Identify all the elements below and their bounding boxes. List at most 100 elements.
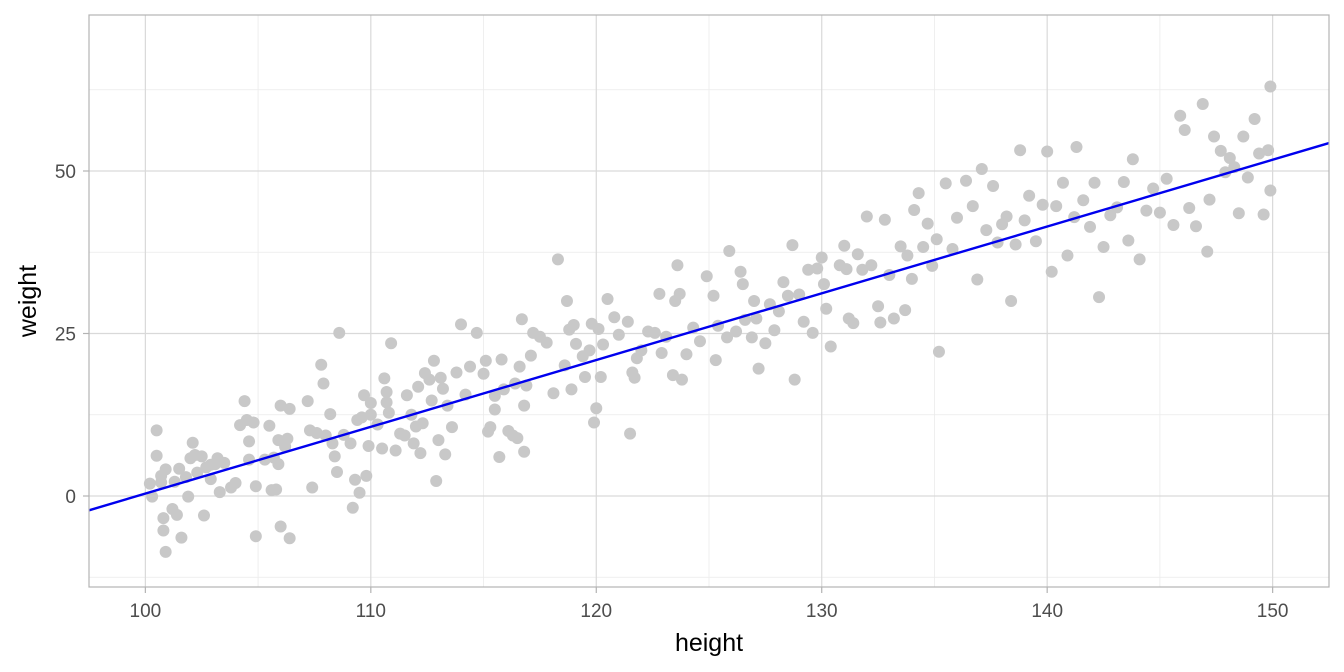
data-point <box>847 317 860 330</box>
data-point <box>793 288 806 301</box>
data-point <box>333 326 346 339</box>
data-point <box>653 287 666 300</box>
data-point <box>376 442 389 455</box>
data-point <box>874 316 887 329</box>
data-point <box>987 179 1000 192</box>
data-point <box>1223 152 1236 164</box>
data-point <box>195 450 208 463</box>
data-point <box>382 406 395 419</box>
data-point <box>930 233 943 246</box>
data-point <box>565 383 578 396</box>
data-point <box>263 419 276 432</box>
y-tick-label: 25 <box>55 325 76 346</box>
data-point <box>1264 184 1277 197</box>
data-point <box>398 429 411 442</box>
data-point <box>416 417 429 430</box>
data-point <box>511 432 524 445</box>
data-point <box>1203 193 1216 206</box>
data-point <box>283 532 296 545</box>
data-point <box>1093 291 1106 304</box>
data-point <box>655 347 668 359</box>
data-point <box>274 520 287 533</box>
data-point <box>908 204 921 216</box>
data-point <box>547 387 560 400</box>
data-point <box>229 477 242 489</box>
data-point <box>1023 189 1036 202</box>
data-points <box>143 80 1277 558</box>
data-point <box>270 483 283 496</box>
data-point <box>675 373 688 386</box>
data-point <box>360 469 373 482</box>
data-point <box>748 295 761 307</box>
x-tick-label: 140 <box>1031 601 1063 622</box>
data-point <box>671 259 684 272</box>
data-point <box>752 362 765 375</box>
data-point <box>901 249 914 262</box>
data-point <box>355 411 368 424</box>
data-point <box>213 486 226 499</box>
x-axis-title: height <box>675 629 743 657</box>
data-point <box>824 340 837 353</box>
data-point <box>960 174 973 187</box>
data-point <box>488 403 501 416</box>
data-point <box>772 305 785 318</box>
data-point <box>197 509 210 522</box>
data-point <box>344 437 357 450</box>
y-axis-title: weight <box>14 265 42 338</box>
data-point <box>567 319 580 332</box>
data-point <box>434 371 447 384</box>
data-point <box>159 463 172 476</box>
data-point <box>592 322 605 335</box>
data-point <box>624 427 637 440</box>
data-point <box>1214 144 1227 157</box>
x-tick-label: 130 <box>806 601 838 622</box>
data-point <box>951 211 963 224</box>
data-point <box>425 394 438 407</box>
data-point <box>865 259 878 272</box>
data-point <box>488 389 501 402</box>
data-point <box>358 389 371 402</box>
data-point <box>680 348 693 361</box>
data-point <box>1097 241 1110 254</box>
data-point <box>1253 147 1266 160</box>
data-point <box>191 466 204 479</box>
data-point <box>1045 265 1058 278</box>
data-point <box>1232 207 1245 220</box>
data-point <box>693 335 706 348</box>
data-point <box>477 367 490 380</box>
data-point <box>484 421 497 434</box>
data-point <box>159 545 172 558</box>
x-tick-label: 150 <box>1257 601 1289 622</box>
data-point <box>362 439 375 452</box>
data-point <box>666 369 679 382</box>
data-point <box>274 399 287 412</box>
data-point <box>495 353 508 366</box>
data-point <box>1018 214 1031 227</box>
data-point <box>412 380 425 393</box>
data-point <box>730 325 743 338</box>
data-point <box>1029 235 1042 248</box>
y-tick-label: 0 <box>65 487 76 508</box>
data-point <box>946 243 959 255</box>
data-point <box>811 262 824 275</box>
data-point <box>1201 245 1214 258</box>
data-point <box>1153 206 1166 219</box>
data-point <box>1036 198 1049 211</box>
data-point <box>1117 176 1130 189</box>
data-point <box>579 371 591 384</box>
data-point <box>750 312 763 325</box>
data-point <box>1061 249 1074 262</box>
data-point <box>301 395 314 408</box>
data-point <box>143 477 156 490</box>
data-point <box>723 244 736 257</box>
data-point <box>182 490 195 503</box>
y-tick-label: 50 <box>55 162 76 183</box>
data-point <box>820 302 833 315</box>
data-point <box>364 397 377 410</box>
data-point <box>560 295 573 307</box>
data-point <box>364 408 377 421</box>
data-point <box>709 354 722 367</box>
data-point <box>283 402 296 415</box>
data-point <box>518 445 531 458</box>
data-point <box>157 524 170 537</box>
